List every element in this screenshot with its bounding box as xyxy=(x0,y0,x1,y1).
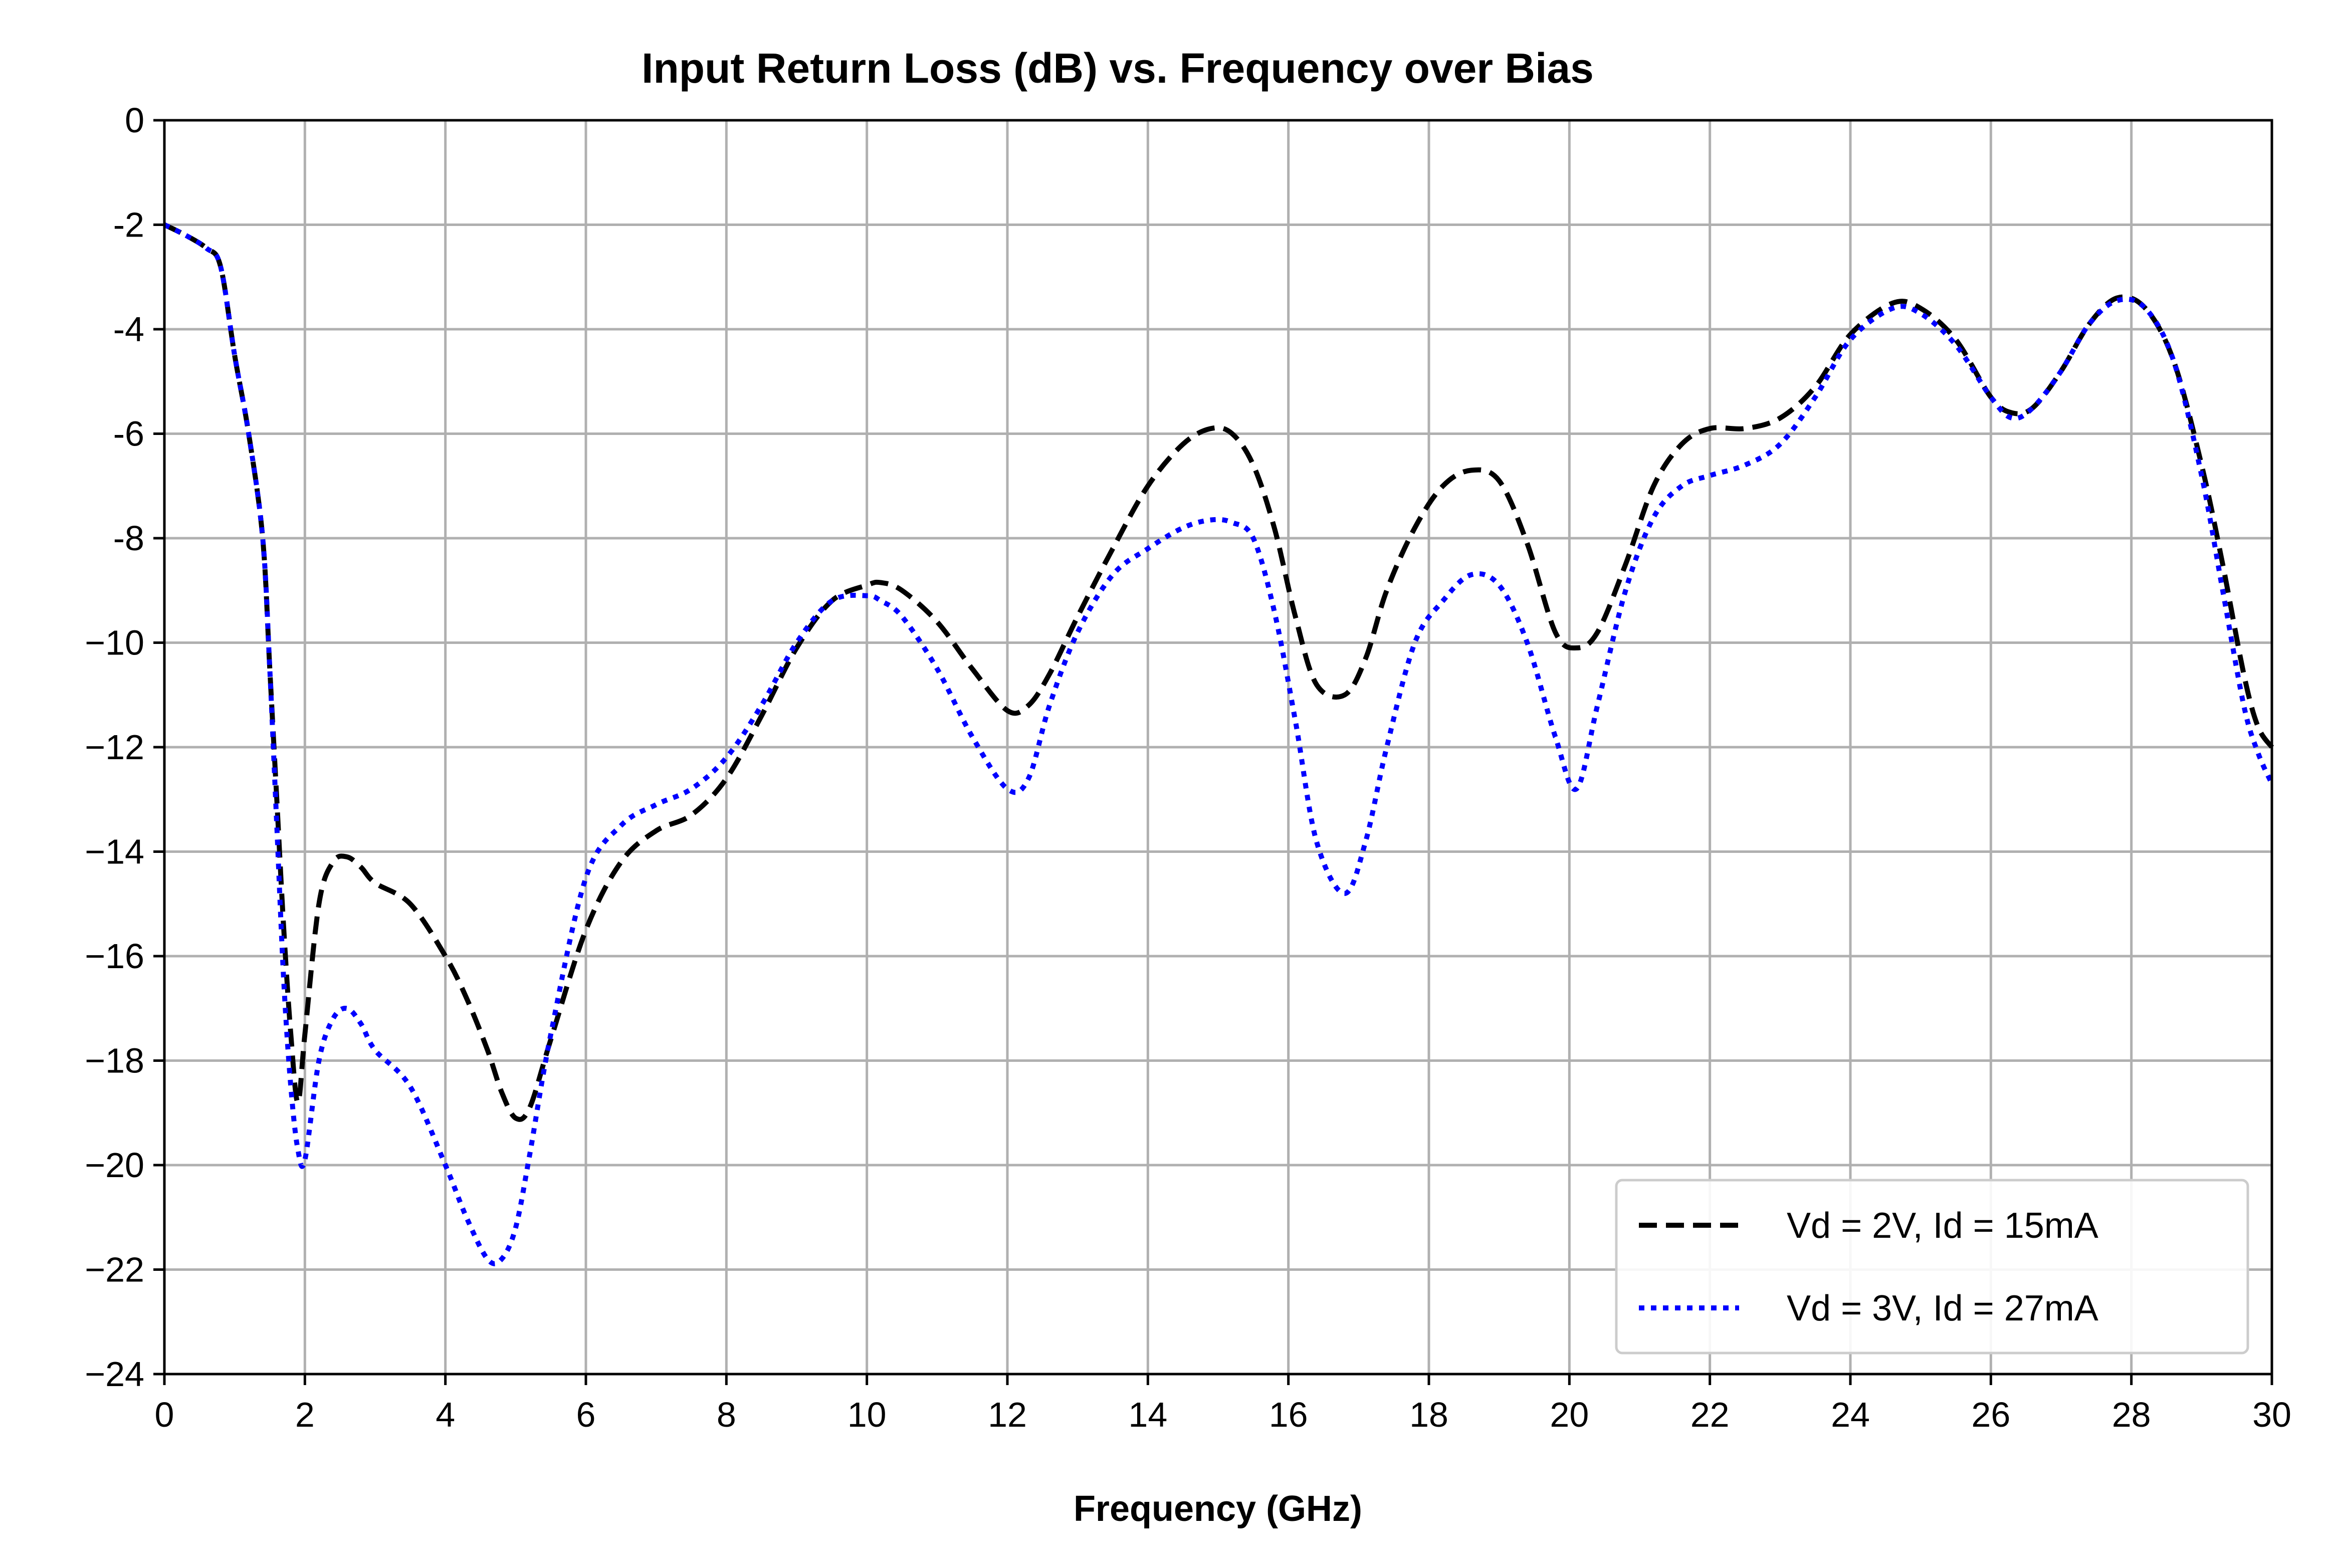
series-line-1 xyxy=(163,222,2274,1122)
x-tick-label: 16 xyxy=(1269,1395,1308,1434)
y-tick-label: −10 xyxy=(85,623,144,662)
y-tick-label: −12 xyxy=(85,728,144,767)
legend-label-2: Vd = 3V, Id = 27mA xyxy=(1787,1288,2098,1328)
y-tick-label: −20 xyxy=(85,1146,144,1185)
x-tick-label: 28 xyxy=(2112,1395,2151,1434)
legend: Vd = 2V, Id = 15mA Vd = 3V, Id = 27mA xyxy=(1615,1179,2249,1355)
x-tick-label: 8 xyxy=(717,1395,736,1434)
series-line-2 xyxy=(163,222,2274,1266)
x-tick-label: 6 xyxy=(576,1395,596,1434)
x-tick-label: 14 xyxy=(1128,1395,1167,1434)
x-tick-label: 4 xyxy=(436,1395,455,1434)
y-tick-label: −14 xyxy=(85,832,144,871)
y-tick-label: -8 xyxy=(113,519,144,558)
y-axis: 0 -2 -4 -6 -8 −10 −12 −14 −16 −18 −20 −22 −24 xyxy=(85,101,164,1394)
chart-title: Input Return Loss (dB) vs. Frequency ove… xyxy=(642,45,1594,92)
y-tick-label: −22 xyxy=(85,1250,144,1289)
x-tick-label: 20 xyxy=(1550,1395,1589,1434)
x-axis: 0 2 4 6 8 10 12 14 16 18 20 22 24 26 28 30 xyxy=(155,1374,2291,1434)
x-tick-label: 30 xyxy=(2252,1395,2291,1434)
x-tick-label: 10 xyxy=(848,1395,887,1434)
series-group xyxy=(163,222,2274,1266)
legend-box xyxy=(1615,1179,2249,1355)
y-tick-label: 0 xyxy=(125,101,144,140)
y-tick-label: -6 xyxy=(113,414,144,454)
y-tick-label: −16 xyxy=(85,937,144,976)
x-axis-label: Frequency (GHz) xyxy=(1074,1489,1362,1529)
x-tick-label: 26 xyxy=(1971,1395,2010,1434)
x-tick-label: 22 xyxy=(1690,1395,1730,1434)
legend-label-1: Vd = 2V, Id = 15mA xyxy=(1787,1206,2098,1246)
y-tick-label: −18 xyxy=(85,1041,144,1080)
x-tick-label: 24 xyxy=(1831,1395,1870,1434)
x-tick-label: 2 xyxy=(295,1395,315,1434)
y-tick-label: -2 xyxy=(113,205,144,245)
y-tick-label: −24 xyxy=(85,1355,144,1394)
x-tick-label: 18 xyxy=(1409,1395,1448,1434)
y-tick-label: -4 xyxy=(113,310,144,349)
x-tick-label: 12 xyxy=(988,1395,1027,1434)
x-tick-label: 0 xyxy=(155,1395,174,1434)
